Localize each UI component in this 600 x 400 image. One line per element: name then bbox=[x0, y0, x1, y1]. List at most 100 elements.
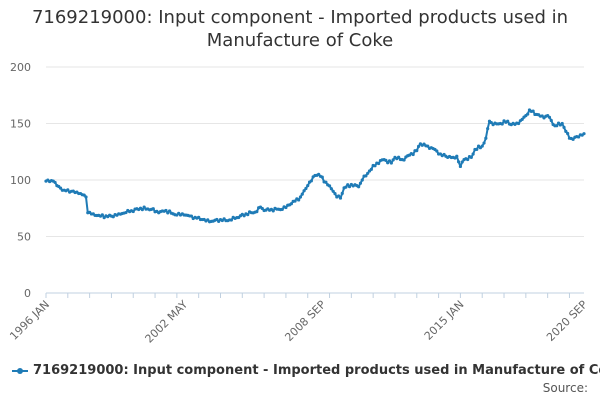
data-point[interactable] bbox=[460, 160, 464, 164]
data-point[interactable] bbox=[458, 164, 463, 169]
data-point[interactable] bbox=[480, 144, 484, 148]
data-point[interactable] bbox=[284, 205, 288, 210]
data-point[interactable] bbox=[58, 186, 63, 190]
data-point[interactable] bbox=[111, 215, 115, 219]
data-point[interactable] bbox=[571, 137, 575, 141]
x-tick-label: 2008 SEP bbox=[282, 298, 328, 344]
data-point[interactable] bbox=[456, 160, 461, 164]
data-point[interactable] bbox=[469, 155, 473, 159]
x-tick-label: 2020 SEP bbox=[544, 298, 590, 344]
data-point[interactable] bbox=[389, 161, 393, 165]
data-point[interactable] bbox=[547, 115, 552, 119]
data-point[interactable] bbox=[347, 185, 352, 189]
data-point[interactable] bbox=[53, 180, 57, 185]
data-point[interactable] bbox=[373, 164, 377, 168]
y-tick-label: 0 bbox=[24, 287, 31, 300]
series-group bbox=[44, 108, 586, 224]
data-point[interactable] bbox=[520, 117, 524, 122]
data-point[interactable] bbox=[500, 122, 504, 126]
data-point[interactable] bbox=[435, 149, 439, 153]
data-point[interactable] bbox=[340, 191, 344, 195]
data-point[interactable] bbox=[417, 144, 421, 148]
chart-title: 7169219000: Input component - Imported p… bbox=[0, 6, 600, 52]
data-point[interactable] bbox=[426, 144, 430, 148]
data-point[interactable] bbox=[293, 199, 297, 203]
data-point[interactable] bbox=[271, 209, 275, 213]
data-point[interactable] bbox=[377, 161, 381, 166]
x-axis-labels: 1996 JAN 2002 MAY 2008 SEP 2015 JAN 2020 SEP bbox=[7, 298, 590, 346]
data-point[interactable] bbox=[369, 167, 373, 171]
data-point[interactable] bbox=[324, 180, 328, 184]
data-point[interactable] bbox=[131, 209, 135, 214]
data-point[interactable] bbox=[475, 147, 479, 151]
legend-line-marker-icon bbox=[12, 366, 28, 376]
data-point[interactable] bbox=[484, 136, 488, 140]
data-point[interactable] bbox=[280, 207, 284, 211]
data-point[interactable] bbox=[364, 174, 368, 178]
data-point[interactable] bbox=[84, 195, 88, 199]
y-tick-label: 50 bbox=[17, 231, 31, 244]
data-point[interactable] bbox=[576, 135, 581, 139]
data-point[interactable] bbox=[289, 202, 293, 206]
legend[interactable]: 7169219000: Input component - Imported p… bbox=[12, 363, 600, 378]
data-point[interactable] bbox=[327, 184, 332, 188]
data-point[interactable] bbox=[304, 186, 308, 191]
data-point[interactable] bbox=[358, 181, 363, 185]
data-point[interactable] bbox=[306, 184, 310, 188]
data-point[interactable] bbox=[582, 132, 586, 136]
data-point[interactable] bbox=[140, 207, 144, 212]
data-point[interactable] bbox=[246, 213, 250, 217]
data-point[interactable] bbox=[471, 152, 475, 156]
data-point[interactable] bbox=[229, 218, 233, 222]
data-point[interactable] bbox=[384, 158, 388, 162]
data-point[interactable] bbox=[357, 185, 361, 189]
data-point[interactable] bbox=[560, 121, 564, 126]
data-point[interactable] bbox=[320, 175, 324, 179]
data-point[interactable] bbox=[298, 195, 303, 199]
data-point[interactable] bbox=[366, 171, 370, 175]
data-point[interactable] bbox=[329, 187, 333, 191]
data-point[interactable] bbox=[489, 120, 493, 125]
data-point[interactable] bbox=[526, 112, 530, 116]
data-point[interactable] bbox=[360, 178, 364, 182]
data-point[interactable] bbox=[402, 158, 406, 162]
data-point[interactable] bbox=[516, 121, 521, 126]
data-point[interactable] bbox=[142, 205, 146, 209]
data-point[interactable] bbox=[167, 209, 172, 213]
data-point[interactable] bbox=[482, 141, 486, 145]
data-point[interactable] bbox=[566, 131, 570, 136]
data-point[interactable] bbox=[151, 207, 155, 211]
data-point[interactable] bbox=[562, 125, 566, 129]
data-point[interactable] bbox=[397, 155, 401, 159]
data-point[interactable] bbox=[297, 198, 301, 202]
data-point[interactable] bbox=[331, 189, 335, 193]
data-point[interactable] bbox=[300, 192, 304, 196]
data-point[interactable] bbox=[344, 185, 348, 189]
series-line bbox=[45, 108, 585, 223]
data-point[interactable] bbox=[189, 214, 194, 218]
y-tick-label: 150 bbox=[10, 118, 31, 131]
data-point[interactable] bbox=[549, 118, 553, 123]
data-point[interactable] bbox=[486, 126, 490, 131]
data-point[interactable] bbox=[197, 215, 201, 219]
data-point[interactable] bbox=[309, 179, 313, 183]
data-point[interactable] bbox=[391, 158, 395, 162]
data-point[interactable] bbox=[333, 192, 337, 196]
data-point[interactable] bbox=[455, 154, 459, 158]
data-point[interactable] bbox=[66, 188, 70, 192]
data-point[interactable] bbox=[555, 124, 559, 128]
data-point[interactable] bbox=[531, 109, 535, 113]
data-point[interactable] bbox=[100, 213, 104, 217]
data-point[interactable] bbox=[387, 159, 392, 163]
data-point[interactable] bbox=[466, 157, 470, 162]
x-tick-label: 2002 MAY bbox=[143, 298, 191, 346]
x-axis bbox=[45, 292, 584, 298]
data-point[interactable] bbox=[337, 194, 341, 198]
data-point[interactable] bbox=[255, 210, 259, 214]
data-point[interactable] bbox=[411, 152, 415, 157]
data-point[interactable] bbox=[164, 208, 168, 213]
data-point[interactable] bbox=[506, 119, 510, 123]
data-point[interactable] bbox=[338, 196, 343, 200]
data-point[interactable] bbox=[302, 189, 306, 193]
data-point[interactable] bbox=[415, 149, 419, 153]
